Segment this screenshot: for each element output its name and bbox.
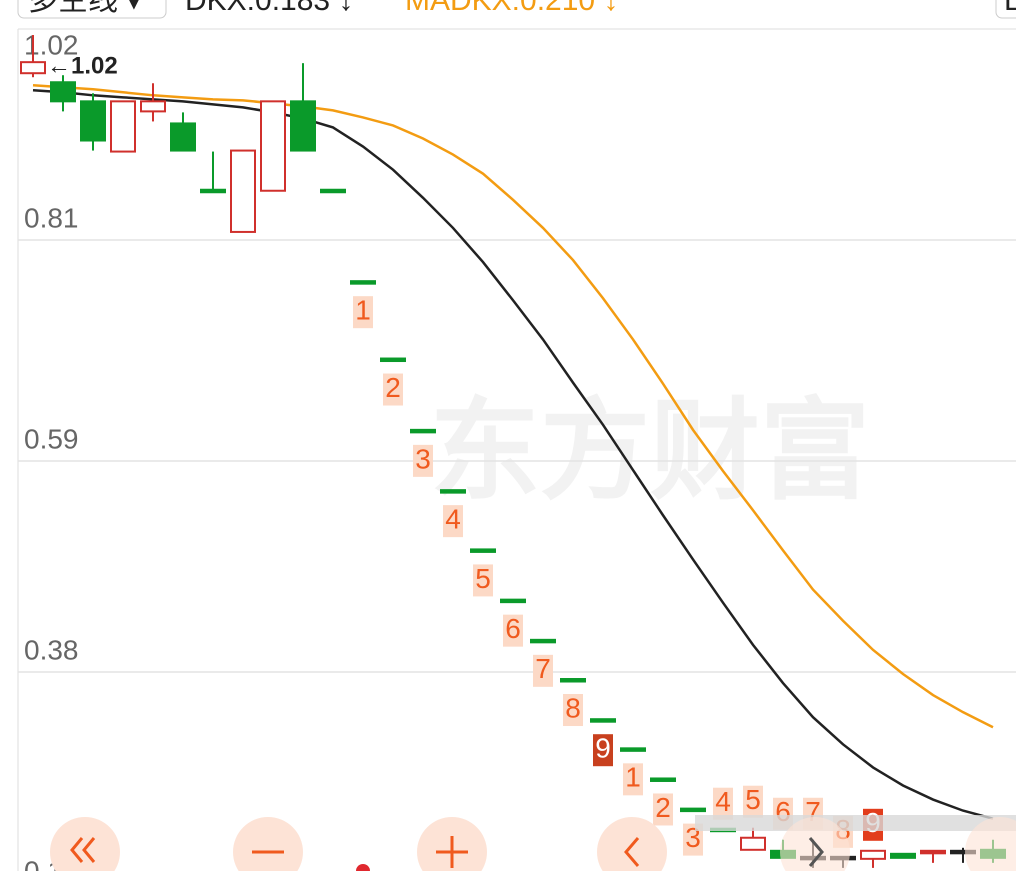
td-label: 2 [385, 372, 401, 403]
candle-body [50, 81, 76, 103]
indicator-line [32, 84, 994, 729]
indicator-lines [32, 84, 994, 820]
y-tick-label: 0.38 [24, 634, 79, 665]
td-label-box [713, 787, 733, 820]
candle-body [260, 100, 286, 192]
td-label: 1 [625, 762, 641, 793]
scrollbar[interactable] [695, 815, 1016, 831]
td-label: 5 [475, 563, 491, 594]
candle-body [230, 149, 256, 233]
td-label: 4 [445, 504, 461, 535]
high-annotation: ←1.02 [47, 52, 118, 79]
candle-body [20, 61, 46, 75]
td-label: 6 [505, 613, 521, 644]
td-label-box [353, 296, 373, 329]
td-label: 5 [745, 784, 761, 815]
td-label-box [413, 444, 433, 477]
td-label-box [623, 763, 643, 796]
candle-body [380, 357, 406, 363]
candle-body [410, 428, 436, 434]
fast-back-icon [70, 837, 96, 863]
watermark: 东方财富 [430, 390, 870, 513]
candle-body [530, 638, 556, 644]
right-button-label[interactable]: L [1004, 0, 1016, 17]
td-label-box [473, 564, 493, 597]
candle-body [470, 548, 496, 553]
indicator-line [32, 89, 994, 820]
td-label: 8 [565, 692, 581, 723]
td-label-box [743, 785, 763, 818]
candle-body [200, 188, 226, 194]
controls [50, 817, 1016, 871]
candle-body [560, 678, 586, 683]
td-label-box [653, 793, 673, 826]
candle-body [680, 807, 706, 813]
candle-body [80, 100, 106, 142]
candle-body [170, 122, 196, 152]
candle-body [620, 747, 646, 752]
plus-icon [436, 836, 468, 868]
next-icon [808, 837, 824, 867]
td-label-box [683, 823, 703, 856]
td-label-box [443, 505, 463, 538]
candle-body [440, 489, 466, 494]
td-label: 4 [715, 786, 731, 817]
candle-body [650, 777, 676, 782]
td-labels: 123456789123456789 [353, 295, 883, 856]
td-label: 1 [355, 295, 371, 326]
td-label-box [503, 614, 523, 647]
td-label-box [383, 373, 403, 406]
td-label: 7 [535, 653, 551, 684]
candle-body [500, 598, 526, 604]
candle-body [350, 280, 376, 285]
td-label-box [563, 694, 583, 727]
candle-body [890, 852, 916, 859]
td-label: 2 [655, 792, 671, 823]
zoom-out-far-button[interactable] [50, 817, 120, 871]
td-label-box [593, 734, 613, 767]
y-tick-label: 0.59 [24, 423, 79, 454]
td-label-box [533, 654, 553, 687]
indicator-dot [356, 864, 370, 871]
candle-body [140, 100, 166, 113]
zoom-out-button[interactable] [233, 817, 303, 871]
madkx-value: MADKX:0.210 ↓ [405, 0, 618, 17]
candle-body [860, 849, 886, 860]
candle-body [590, 718, 616, 723]
indicator-select[interactable] [17, 0, 167, 19]
y-tick-label: 0.81 [24, 202, 79, 233]
indicator-name[interactable]: 多空线 ▾ [28, 0, 141, 17]
candle-body [740, 836, 766, 851]
candle-body [290, 100, 316, 152]
td-label: 9 [595, 733, 611, 764]
prev-icon [624, 837, 640, 867]
td-label: 3 [415, 443, 431, 474]
candle-body [110, 100, 136, 153]
candle-body [320, 188, 346, 194]
right-button[interactable] [995, 0, 1016, 19]
candle-body [920, 849, 946, 855]
dkx-value: DKX:0.183 ↓ [185, 0, 353, 17]
expand-button[interactable] [965, 817, 1016, 871]
